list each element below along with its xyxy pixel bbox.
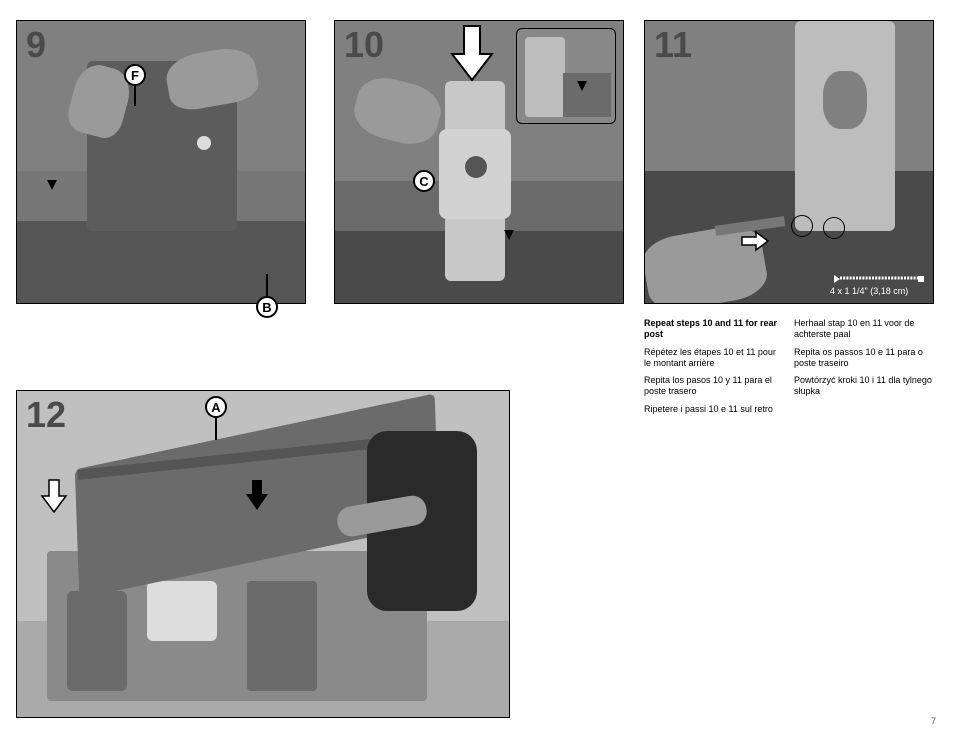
panel-step-12 bbox=[16, 390, 510, 718]
repeat-notes: Repeat steps 10 and 11 for rear post Rép… bbox=[644, 318, 934, 388]
note-nl: Herhaal stap 10 en 11 voor de achterste … bbox=[794, 318, 934, 341]
step-number-10: 10 bbox=[344, 24, 384, 66]
note-pt: Repita os passos 10 e 11 para o poste tr… bbox=[794, 347, 934, 370]
note-pl: Powtórzyć kroki 10 i 11 dla tylnego słup… bbox=[794, 375, 934, 398]
leader-a bbox=[215, 418, 217, 440]
arrow-down-icon bbox=[244, 478, 270, 512]
leader-b bbox=[266, 274, 268, 296]
note-es: Repita los pasos 10 y 11 para el poste t… bbox=[644, 375, 784, 398]
page-number: 7 bbox=[931, 716, 936, 726]
screw-spec: 4 x 1 1/4" (3,18 cm) bbox=[830, 272, 926, 296]
step-number-11: 11 bbox=[654, 24, 692, 66]
arrow-icon bbox=[47, 180, 57, 190]
part-label-c: C bbox=[413, 170, 435, 192]
part-label-b: B bbox=[256, 296, 278, 318]
arrow-icon bbox=[504, 230, 514, 240]
leader-f bbox=[134, 86, 136, 106]
screw-hole-mark bbox=[791, 215, 813, 237]
step-number-9: 9 bbox=[26, 24, 46, 66]
screw-icon bbox=[830, 272, 926, 286]
arrow-right-icon bbox=[740, 230, 770, 252]
inset-step-10 bbox=[516, 28, 616, 124]
note-it: Ripetere i passi 10 e 11 sul retro bbox=[644, 404, 784, 415]
screw-hole-mark bbox=[823, 217, 845, 239]
arrow-down-icon bbox=[40, 478, 68, 514]
panel-step-9 bbox=[16, 20, 306, 304]
note-en: Repeat steps 10 and 11 for rear post bbox=[644, 318, 784, 341]
note-fr: Répétez les étapes 10 et 11 pour le mont… bbox=[644, 347, 784, 370]
part-label-f: F bbox=[124, 64, 146, 86]
arrow-icon bbox=[577, 81, 587, 91]
screw-spec-text: 4 x 1 1/4" (3,18 cm) bbox=[830, 286, 908, 296]
arrow-down-icon bbox=[450, 24, 494, 82]
part-label-a: A bbox=[205, 396, 227, 418]
step-number-12: 12 bbox=[26, 394, 66, 436]
